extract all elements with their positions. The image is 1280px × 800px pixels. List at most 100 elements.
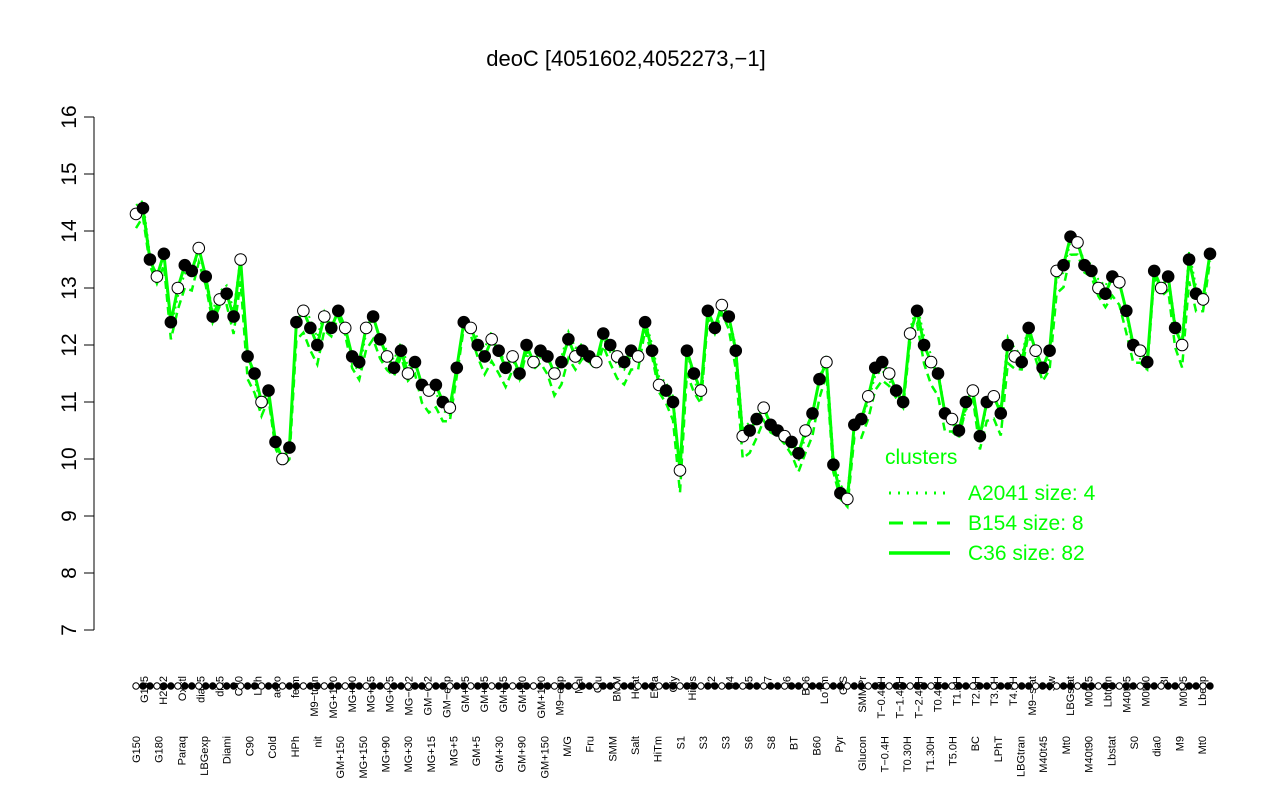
x-point-marker [369, 682, 377, 690]
data-point [297, 304, 310, 318]
x-point-marker [195, 682, 203, 690]
x-tick-label: MG+5 [449, 736, 461, 766]
x-point-marker [899, 682, 907, 690]
data-point [541, 350, 554, 363]
x-point-marker [578, 682, 587, 690]
x-tick-label: MG+150 [358, 736, 370, 779]
x-point-marker [864, 682, 872, 690]
data-point [638, 315, 652, 329]
data-point [220, 287, 233, 301]
x-point-marker [808, 682, 817, 690]
x-point-marker [1157, 682, 1165, 690]
data-point [1196, 293, 1210, 306]
x-axis-labels: G135H2O2Oxctldia15dia5C30LPhaerofermM9−t… [131, 675, 1209, 778]
x-point-marker [550, 682, 559, 690]
x-point-marker [1185, 682, 1193, 690]
x-point-marker [934, 682, 942, 690]
data-point [924, 355, 938, 369]
x-point-marker [1052, 682, 1061, 690]
x-point-marker [446, 682, 454, 690]
x-tick-label: MG+90 [380, 736, 392, 772]
x-point-marker [474, 682, 482, 690]
x-point-marker [1080, 682, 1089, 690]
y-tick-label: 14 [58, 219, 81, 243]
x-point-marker [536, 682, 545, 690]
data-point [555, 355, 568, 369]
data-point [973, 429, 987, 443]
x-point-marker [927, 682, 935, 690]
legend: clusters A2041 size: 4 B154 size: 8 C36 si… [885, 446, 1096, 565]
data-point [854, 412, 868, 426]
x-point-marker [229, 682, 238, 690]
x-tick-label: Paraq [176, 736, 188, 765]
x-tick-label: SMMPr [857, 676, 869, 713]
x-point-marker [362, 682, 370, 690]
x-point-marker [209, 682, 217, 690]
x-point-marker [529, 682, 538, 690]
data-point [1133, 344, 1147, 358]
data-point [1099, 287, 1112, 301]
x-point-marker [460, 682, 468, 690]
x-point-marker [139, 682, 147, 690]
x-tick-label: MG+25 [385, 676, 397, 712]
data-point [820, 355, 833, 369]
x-point-marker [634, 682, 642, 690]
x-point-marker [620, 682, 628, 690]
x-tick-label: GM+150 [539, 736, 551, 779]
data-point [1001, 338, 1015, 352]
x-point-marker [1024, 682, 1033, 690]
data-point [157, 247, 171, 261]
x-point-marker [1101, 682, 1110, 690]
data-point [331, 304, 345, 318]
x-point-marker [725, 682, 733, 690]
data-point [1154, 281, 1168, 295]
x-tick-label: H2O2 [158, 676, 170, 705]
data-point [701, 304, 715, 318]
data-point [1015, 355, 1029, 369]
x-point-marker [690, 682, 698, 690]
data-point [1036, 361, 1049, 375]
data-point [1029, 344, 1042, 358]
x-tick-label: M0t45 [1084, 676, 1096, 707]
x-point-marker [815, 682, 824, 690]
x-point-marker [313, 682, 322, 690]
x-point-marker [1108, 682, 1117, 690]
x-point-marker [418, 682, 426, 690]
x-point-marker [1192, 682, 1200, 690]
data-point [513, 367, 526, 380]
x-point-marker [487, 682, 496, 690]
x-tick-label: GM+60 [517, 676, 529, 712]
x-point-marker [766, 682, 775, 690]
x-point-marker [411, 682, 419, 690]
x-tick-label: G150 [131, 736, 143, 763]
x-tick-label: Pyr [834, 736, 846, 753]
data-point [401, 367, 415, 380]
data-point [143, 253, 157, 266]
x-axis-markers [132, 682, 1214, 690]
x-point-marker [1073, 682, 1082, 690]
data-point [185, 264, 199, 278]
x-point-marker [557, 682, 566, 690]
x-point-marker [1136, 682, 1144, 690]
x-point-marker [467, 682, 475, 690]
x-point-marker [969, 682, 977, 690]
x-tick-label: MG+15 [426, 736, 438, 772]
x-tick-label: Lbstat [1106, 736, 1118, 766]
data-point [792, 447, 805, 460]
data-point [806, 407, 819, 420]
y-tick-label: 8 [58, 567, 81, 579]
x-tick-label: Lbexp [1197, 676, 1209, 706]
data-point [743, 424, 757, 437]
x-point-marker [439, 682, 447, 690]
data-point [952, 424, 966, 437]
x-point-marker [592, 682, 600, 690]
data-point [882, 367, 896, 380]
x-point-marker [704, 682, 712, 690]
data-point [673, 464, 687, 477]
x-tick-label: LBGstat [1065, 676, 1077, 716]
x-point-marker [829, 682, 838, 690]
data-point [910, 304, 924, 318]
x-tick-label: Fru [585, 736, 597, 753]
x-point-marker [202, 682, 210, 690]
x-tick-label: Mt0 [1061, 736, 1073, 754]
